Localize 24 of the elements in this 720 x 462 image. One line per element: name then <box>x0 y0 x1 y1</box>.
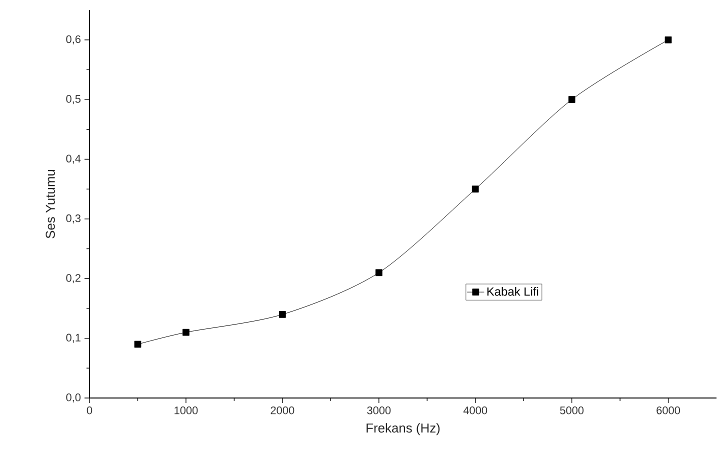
y-tick-label: 0,5 <box>66 95 81 104</box>
x-tick-label: 6000 <box>656 406 680 414</box>
legend-label: Kabak Lifi <box>487 287 538 296</box>
y-tick-label: 0,3 <box>66 214 81 224</box>
y-tick-label: 0,1 <box>66 334 80 343</box>
y-tick-label: 0,0 <box>66 393 81 403</box>
point <box>278 310 286 318</box>
y-axis-title: Ses Yutumu <box>46 170 55 238</box>
point <box>182 328 190 336</box>
x-tick-label: 2000 <box>270 406 294 414</box>
y-tick-label: 0,6 <box>66 35 81 44</box>
point <box>134 340 142 348</box>
point <box>664 36 672 44</box>
x-tick-label: 3000 <box>367 406 391 414</box>
y-tick-label: 0,2 <box>66 274 80 284</box>
x-tick-label: 4000 <box>463 406 488 414</box>
x-tick-label: 0 <box>86 406 92 414</box>
x-tick-label: 5000 <box>560 406 584 414</box>
y-tick-label: 0,4 <box>66 154 81 164</box>
point <box>568 96 576 103</box>
point <box>375 269 382 276</box>
point <box>472 186 479 193</box>
x-axis-title: Frekans (Hz) <box>366 423 440 436</box>
x-tick-label: 1000 <box>174 406 198 414</box>
